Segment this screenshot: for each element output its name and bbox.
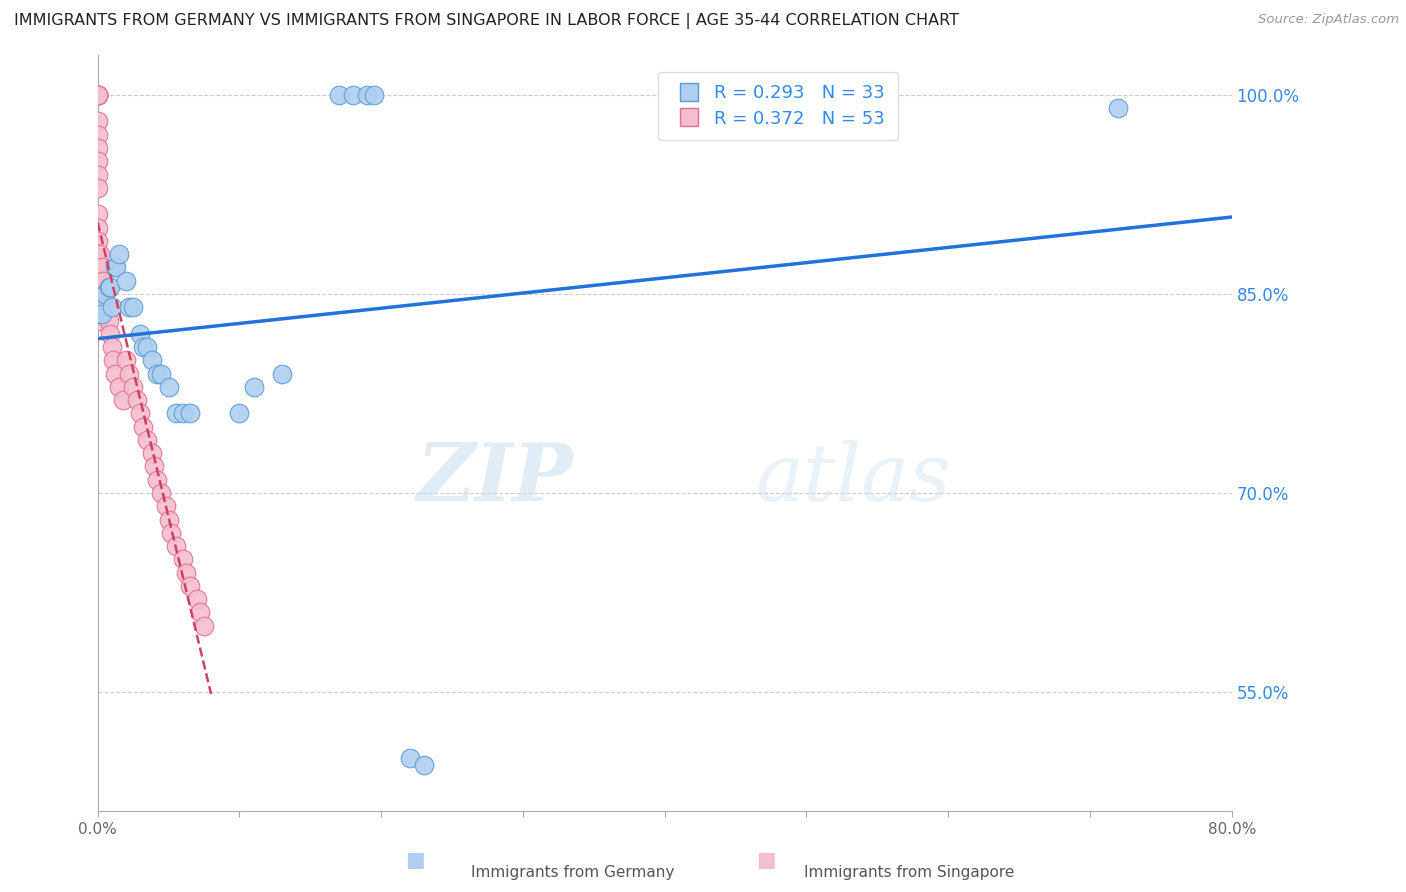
Point — [172, 552, 194, 566]
Point — [86, 141, 108, 155]
Point — [132, 419, 155, 434]
Point — [87, 307, 110, 321]
Point — [112, 393, 135, 408]
Point — [342, 87, 364, 102]
Point — [228, 406, 250, 420]
Point — [86, 168, 108, 182]
Point — [129, 326, 152, 341]
Point — [103, 353, 125, 368]
Point — [101, 340, 124, 354]
Point — [86, 87, 108, 102]
Point — [86, 87, 108, 102]
Point — [398, 751, 420, 765]
Point — [115, 274, 138, 288]
Point — [108, 380, 131, 394]
Point — [91, 274, 114, 288]
Point — [118, 367, 141, 381]
Point — [356, 87, 378, 102]
Point — [86, 313, 108, 327]
Point — [108, 247, 131, 261]
Point — [1107, 101, 1129, 115]
Point — [157, 512, 180, 526]
Point — [146, 473, 169, 487]
Point — [155, 500, 177, 514]
Point — [129, 406, 152, 420]
Point — [93, 287, 115, 301]
Point — [150, 367, 173, 381]
Point — [150, 486, 173, 500]
Point — [86, 114, 108, 128]
Point — [122, 380, 145, 394]
Point — [122, 300, 145, 314]
Text: ZIP: ZIP — [418, 440, 574, 517]
Point — [94, 300, 117, 314]
Point — [86, 87, 108, 102]
Point — [271, 367, 294, 381]
Point — [132, 340, 155, 354]
Point — [143, 459, 166, 474]
Point — [101, 300, 124, 314]
Point — [127, 393, 149, 408]
Point — [174, 566, 197, 580]
Point — [86, 128, 108, 142]
Point — [100, 280, 122, 294]
Point — [86, 181, 108, 195]
Point — [86, 300, 108, 314]
Point — [86, 274, 108, 288]
Point — [100, 326, 122, 341]
Point — [165, 539, 187, 553]
Text: Immigrants from Singapore: Immigrants from Singapore — [804, 865, 1015, 880]
Point — [115, 353, 138, 368]
Point — [86, 260, 108, 275]
Point — [86, 220, 108, 235]
Point — [86, 287, 108, 301]
Point — [165, 406, 187, 420]
Point — [188, 606, 211, 620]
Point — [86, 87, 108, 102]
Point — [363, 87, 385, 102]
Point — [98, 313, 121, 327]
Text: Immigrants from Germany: Immigrants from Germany — [471, 865, 675, 880]
Point — [86, 247, 108, 261]
Point — [141, 353, 163, 368]
Point — [179, 406, 201, 420]
Point — [141, 446, 163, 460]
Point — [89, 300, 111, 314]
Point — [105, 260, 128, 275]
Point — [90, 307, 112, 321]
Point — [172, 406, 194, 420]
Point — [136, 340, 159, 354]
Point — [328, 87, 350, 102]
Point — [98, 280, 121, 294]
Point — [146, 367, 169, 381]
Point — [179, 579, 201, 593]
Point — [157, 380, 180, 394]
Point — [86, 234, 108, 248]
Point — [93, 287, 115, 301]
Point — [136, 433, 159, 447]
Point — [193, 618, 215, 632]
Point — [186, 592, 208, 607]
Text: atlas: atlas — [755, 440, 950, 517]
Point — [160, 525, 183, 540]
Text: ■: ■ — [405, 850, 425, 870]
Point — [412, 758, 434, 772]
Point — [242, 380, 264, 394]
Point — [86, 154, 108, 169]
Point — [90, 260, 112, 275]
Point — [86, 87, 108, 102]
Legend: R = 0.293   N = 33, R = 0.372   N = 53: R = 0.293 N = 33, R = 0.372 N = 53 — [658, 71, 898, 140]
Point — [118, 300, 141, 314]
Point — [104, 260, 127, 275]
Point — [86, 207, 108, 221]
Text: Source: ZipAtlas.com: Source: ZipAtlas.com — [1258, 13, 1399, 27]
Point — [89, 247, 111, 261]
Text: IMMIGRANTS FROM GERMANY VS IMMIGRANTS FROM SINGAPORE IN LABOR FORCE | AGE 35-44 : IMMIGRANTS FROM GERMANY VS IMMIGRANTS FR… — [14, 13, 959, 29]
Point — [104, 367, 127, 381]
Text: ■: ■ — [756, 850, 776, 870]
